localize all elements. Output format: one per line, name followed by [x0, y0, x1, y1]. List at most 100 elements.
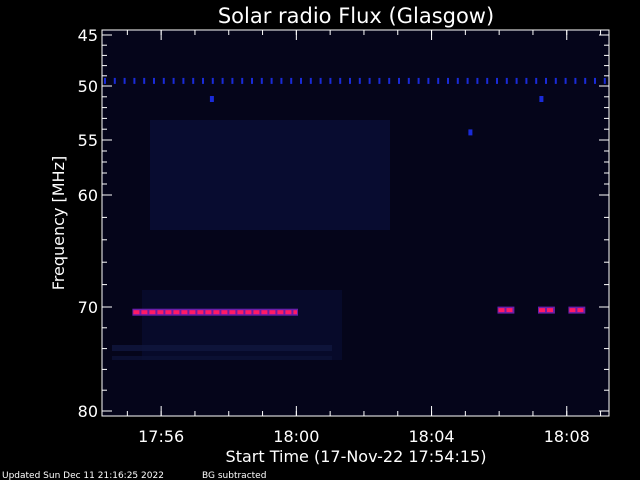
dotted-band-dot: [398, 77, 400, 84]
dotted-band-dot: [231, 77, 234, 84]
dotted-band-dot: [241, 77, 244, 84]
interference-band-segment: [237, 310, 244, 315]
dotted-band-dot: [388, 77, 391, 84]
dotted-band-dot: [564, 77, 567, 84]
dotted-band-dot: [290, 77, 293, 84]
interference-band-edge: [568, 306, 586, 314]
plot-area: [102, 30, 609, 416]
interference-band-segment: [269, 310, 276, 315]
dotted-band-dot: [486, 77, 489, 84]
interference-band-segment: [229, 310, 236, 315]
interference-band-segment: [569, 308, 576, 313]
y-tick-label: 70: [78, 298, 98, 317]
interference-band-segment: [149, 310, 156, 315]
interference-band-segment: [173, 310, 180, 315]
dotted-band-dot: [525, 77, 528, 84]
dotted-band-dot: [476, 77, 479, 84]
plot-frame: [101, 29, 610, 417]
dotted-band-dot: [368, 77, 371, 84]
dotted-band-dot: [162, 77, 165, 84]
y-tick-label: 50: [78, 77, 98, 96]
data-marks: [104, 77, 606, 316]
interference-band-segment: [506, 308, 513, 313]
interference-band-segment: [498, 308, 505, 313]
interference-band-segment: [197, 310, 204, 315]
interference-band-segment: [181, 310, 188, 315]
dotted-band-dot: [104, 77, 106, 84]
dotted-band-dot: [437, 77, 440, 84]
dotted-band-dot: [339, 77, 342, 84]
dotted-band-dot: [143, 77, 146, 84]
dotted-band-dot: [251, 77, 253, 84]
dotted-band-dot: [594, 77, 596, 84]
interference-band-segment: [577, 308, 584, 313]
dotted-band-dot: [260, 77, 263, 84]
chart-title: Solar radio Flux (Glasgow): [218, 4, 494, 28]
x-axis-ticks: 17:56 18:00 18:04 18:08: [126, 30, 602, 446]
y-axis-ticks: 45 50 55 60 70 80: [78, 26, 609, 421]
dotted-band-dot: [554, 77, 557, 84]
background-streak: [112, 356, 332, 360]
dotted-band-dot: [535, 77, 538, 84]
bright-point: [468, 129, 473, 136]
dotted-band-dot: [505, 77, 508, 84]
dotted-band-dot: [417, 77, 420, 84]
interference-band-segment: [253, 310, 260, 315]
dotted-band-dot: [113, 77, 116, 84]
interference-band-segment: [205, 310, 212, 315]
y-tick-label: 45: [78, 26, 98, 45]
interference-band-segment: [547, 308, 553, 313]
interference-band-segment: [293, 310, 297, 315]
x-tick-label: 18:08: [544, 427, 590, 446]
footer-mode: BG subtracted: [202, 471, 266, 480]
dotted-band-dot: [456, 77, 459, 84]
bright-point: [209, 96, 214, 102]
dotted-band-dot: [309, 77, 312, 84]
dotted-band-dot: [211, 77, 214, 84]
dotted-band-dot: [153, 77, 155, 84]
dotted-band-dot: [447, 77, 449, 84]
interference-band-segment: [165, 310, 172, 315]
dotted-band-dot: [123, 77, 126, 84]
interference-band-segment: [285, 310, 292, 315]
dotted-band-dot: [329, 77, 332, 84]
dotted-band-dot: [378, 77, 381, 84]
dotted-band-dot: [221, 77, 224, 84]
interference-band-segment: [141, 310, 148, 315]
interference-band-segment: [539, 308, 545, 313]
dotted-band-dot: [349, 77, 351, 84]
x-tick-label: 17:56: [138, 427, 184, 446]
dotted-band-dot: [584, 77, 587, 84]
bright-point: [539, 96, 544, 102]
interference-band-segment: [261, 310, 268, 315]
dotted-band-dot: [133, 77, 136, 84]
dotted-band-dot: [407, 77, 410, 84]
footer-updated: Updated Sun Dec 11 21:16:25 2022: [2, 471, 164, 480]
background-streak: [112, 345, 332, 351]
dotted-band-dot: [574, 77, 577, 84]
background-haze: [150, 120, 390, 230]
dotted-band-dot: [300, 77, 302, 84]
dotted-band-dot: [319, 77, 322, 84]
dotted-band-dot: [270, 77, 273, 84]
dotted-band-dot: [427, 77, 430, 84]
dotted-band-dot: [172, 77, 175, 84]
dotted-band-dot: [280, 77, 283, 84]
interference-band-segment: [157, 310, 164, 315]
dotted-band-dot: [466, 77, 469, 84]
dotted-band-dot: [496, 77, 498, 84]
y-axis-title: Frequency [MHz]: [49, 156, 68, 290]
interference-band-segment: [133, 310, 140, 315]
dotted-band-dot: [358, 77, 361, 84]
dotted-band-dot: [182, 77, 185, 84]
y-tick-label: 55: [78, 131, 98, 150]
interference-band-segment: [189, 310, 196, 315]
x-tick-label: 18:00: [273, 427, 319, 446]
dotted-band-dot: [202, 77, 204, 84]
y-tick-label: 60: [78, 186, 98, 205]
dotted-band-dot: [545, 77, 547, 84]
interference-band-segment: [221, 310, 228, 315]
interference-band-segment: [277, 310, 284, 315]
dotted-band-dot: [515, 77, 518, 84]
